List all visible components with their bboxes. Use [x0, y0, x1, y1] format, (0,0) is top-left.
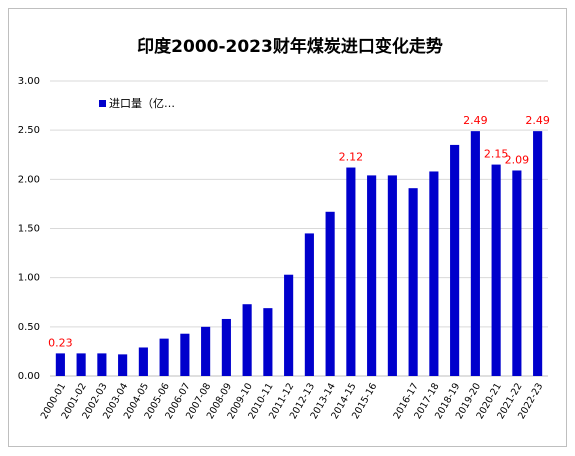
y-tick-label: 3.00 — [18, 76, 40, 87]
chart-border — [8, 8, 567, 447]
bar — [55, 353, 65, 376]
y-tick-label: 1.00 — [18, 273, 40, 284]
bar — [284, 274, 294, 376]
y-tick-label: 2.50 — [18, 125, 40, 136]
bar — [138, 347, 148, 376]
bar — [201, 326, 211, 376]
bar — [346, 167, 356, 376]
data-label: 2.49 — [525, 114, 550, 127]
bar — [533, 131, 543, 376]
bar — [221, 318, 231, 376]
bar — [512, 170, 522, 376]
y-tick-label: 2.00 — [18, 174, 40, 185]
bar — [304, 233, 314, 376]
bar — [387, 175, 397, 376]
data-label: 2.15 — [484, 148, 509, 161]
bar — [325, 211, 335, 376]
bar — [450, 144, 460, 376]
y-tick-label: 0.00 — [18, 371, 40, 382]
y-tick-label: 1.50 — [18, 224, 40, 235]
data-label: 2.12 — [339, 151, 364, 164]
bar — [242, 304, 252, 376]
data-label: 0.23 — [48, 336, 73, 349]
bar — [367, 175, 377, 376]
bar — [408, 188, 418, 376]
y-tick-label: 0.50 — [18, 322, 40, 333]
legend-swatch — [99, 100, 106, 107]
bar — [180, 333, 190, 376]
bar — [97, 353, 107, 376]
bar — [491, 164, 501, 376]
bar — [76, 353, 86, 376]
data-label: 2.09 — [505, 153, 530, 166]
bar — [159, 338, 169, 376]
bar — [118, 354, 128, 376]
legend-label: 进口量（亿… — [109, 97, 175, 110]
data-label: 2.49 — [463, 114, 488, 127]
bar — [470, 131, 480, 376]
bar — [429, 171, 439, 376]
bar — [263, 308, 273, 376]
chart-title: 印度2000-2023财年煤炭进口变化走势 — [137, 36, 443, 57]
